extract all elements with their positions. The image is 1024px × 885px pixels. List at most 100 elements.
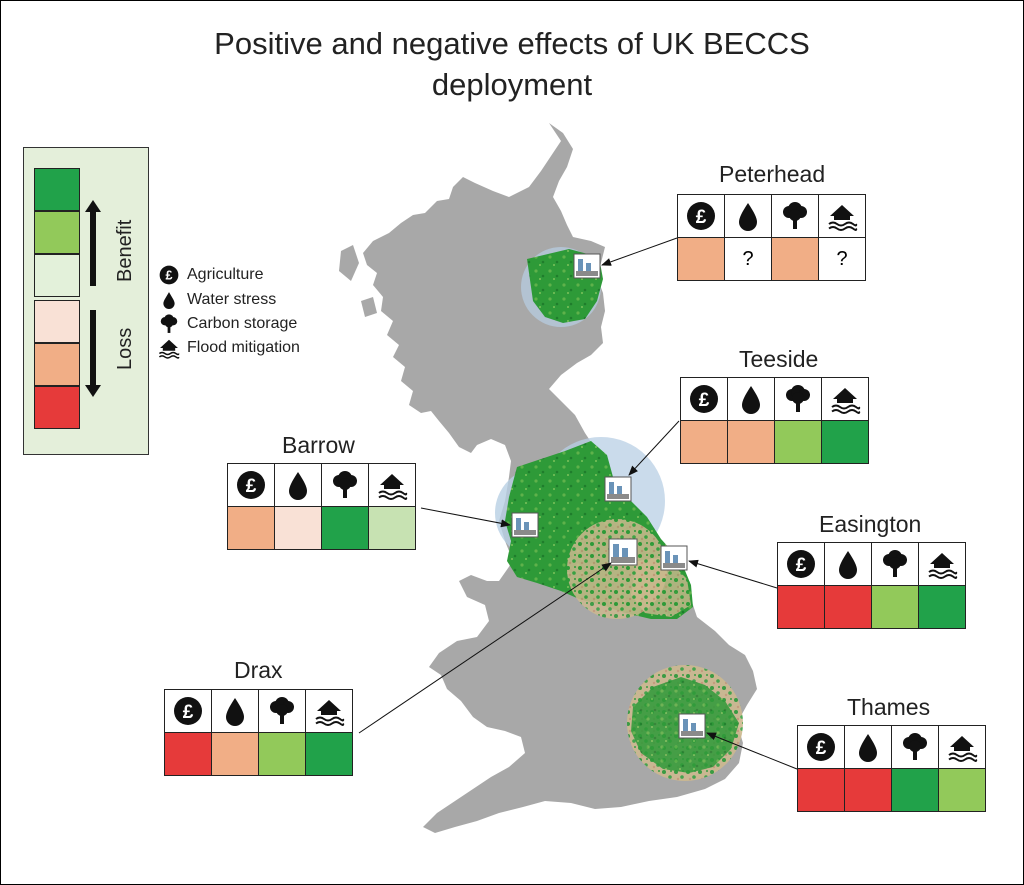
- site-table-easington: £: [777, 542, 966, 629]
- svg-text:£: £: [816, 738, 827, 759]
- site-label-thames: Thames: [847, 694, 931, 720]
- thames-connector: [706, 732, 798, 770]
- icon-row: £: [227, 463, 416, 507]
- barrow-connector: [420, 507, 511, 528]
- svg-text:£: £: [246, 476, 257, 497]
- house-flood-icon: [818, 194, 866, 238]
- tree-icon: [771, 194, 819, 238]
- drax-effect-cell-3: [305, 732, 353, 776]
- drop-icon: [274, 463, 322, 507]
- benefit-arrow-icon: [85, 200, 101, 286]
- scale-cell-benefit: [34, 211, 80, 254]
- key-water-stress: Water stress: [157, 289, 276, 311]
- site-table-teeside: £: [680, 377, 869, 464]
- key-agriculture: £ Agriculture: [157, 264, 263, 286]
- thames-effect-cell-1: [844, 768, 892, 812]
- site-label-teeside: Teeside: [739, 346, 819, 372]
- drax-connector: [358, 562, 612, 734]
- key-carbon-storage-label: Carbon storage: [187, 315, 298, 332]
- easington-effect-cell-3: [918, 585, 966, 629]
- power-station-drax-icon: [608, 538, 638, 566]
- title-line-2: deployment: [431, 67, 593, 102]
- teeside-effect-cell-0: [680, 420, 728, 464]
- title-line-1: Positive and negative effects of UK BECC…: [214, 26, 810, 61]
- barrow-effect-cell-0: [227, 506, 275, 550]
- house-flood-icon: [157, 337, 181, 359]
- key-carbon-storage: Carbon storage: [157, 313, 297, 335]
- site-label-barrow: Barrow: [282, 432, 355, 458]
- easington-connector: [688, 559, 778, 589]
- pound-icon: £: [157, 264, 181, 286]
- tree-icon: [157, 313, 181, 335]
- scale-cell-strong-loss: [34, 386, 80, 429]
- tree-icon: [258, 689, 306, 733]
- loss-label: Loss: [114, 327, 136, 370]
- site-label-easington: Easington: [819, 511, 922, 537]
- scale-cell-loss: [34, 343, 80, 386]
- svg-text:£: £: [699, 390, 710, 411]
- power-station-barrow-icon: [511, 512, 539, 538]
- power-station-teeside-icon: [604, 476, 632, 502]
- peterhead-connector: [601, 237, 678, 266]
- barrow-effect-cell-3: [368, 506, 416, 550]
- drop-icon: [824, 542, 872, 586]
- effect-row: [164, 732, 353, 776]
- peterhead-effect-cell-1: ?: [724, 237, 772, 281]
- tree-icon: [321, 463, 369, 507]
- thames-effect-cell-3: [938, 768, 986, 812]
- site-table-peterhead: £??: [677, 194, 866, 281]
- svg-text:£: £: [183, 702, 194, 723]
- effect-row: [777, 585, 966, 629]
- easington-effect-cell-0: [777, 585, 825, 629]
- icon-row: £: [777, 542, 966, 586]
- loss-arrow-icon: [85, 310, 101, 397]
- site-label-peterhead: Peterhead: [719, 161, 826, 187]
- house-flood-icon: [821, 377, 869, 421]
- drop-icon: [211, 689, 259, 733]
- icon-row: £: [680, 377, 869, 421]
- effect-row: [797, 768, 986, 812]
- easington-effect-cell-1: [824, 585, 872, 629]
- key-agriculture-label: Agriculture: [187, 266, 264, 283]
- svg-text:£: £: [796, 555, 807, 576]
- effect-row: [227, 506, 416, 550]
- drax-effect-cell-1: [211, 732, 259, 776]
- key-flood-mitigation: Flood mitigation: [157, 337, 300, 359]
- pound-icon: £: [680, 377, 728, 421]
- scale-cell-slight-benefit: [34, 254, 80, 297]
- teeside-effect-cell-3: [821, 420, 869, 464]
- drax-effect-cell-0: [164, 732, 212, 776]
- drop-icon: [157, 289, 181, 311]
- house-flood-icon: [918, 542, 966, 586]
- svg-text:£: £: [166, 268, 173, 282]
- peterhead-effect-cell-0: [677, 237, 725, 281]
- power-station-easington-icon: [660, 545, 688, 571]
- pound-icon: £: [227, 463, 275, 507]
- site-table-drax: £: [164, 689, 353, 776]
- thames-effect-cell-0: [797, 768, 845, 812]
- easington-effect-cell-2: [871, 585, 919, 629]
- scale-cell-strong-benefit: [34, 168, 80, 211]
- barrow-effect-cell-2: [321, 506, 369, 550]
- drop-icon: [844, 725, 892, 769]
- peterhead-effect-cell-3: ?: [818, 237, 866, 281]
- house-flood-icon: [305, 689, 353, 733]
- scale-cell-slight-loss: [34, 300, 80, 343]
- barrow-effect-cell-1: [274, 506, 322, 550]
- icon-row: £: [164, 689, 353, 733]
- house-flood-icon: [368, 463, 416, 507]
- drop-icon: [724, 194, 772, 238]
- site-table-barrow: £: [227, 463, 416, 550]
- pound-icon: £: [164, 689, 212, 733]
- key-water-stress-label: Water stress: [187, 291, 277, 308]
- key-flood-mitigation-label: Flood mitigation: [187, 339, 300, 356]
- effect-scale-legend: Benefit Loss: [23, 147, 149, 455]
- power-station-thames-icon: [678, 713, 706, 739]
- pound-icon: £: [777, 542, 825, 586]
- thames-effect-cell-2: [891, 768, 939, 812]
- tree-icon: [871, 542, 919, 586]
- pound-icon: £: [677, 194, 725, 238]
- tree-icon: [891, 725, 939, 769]
